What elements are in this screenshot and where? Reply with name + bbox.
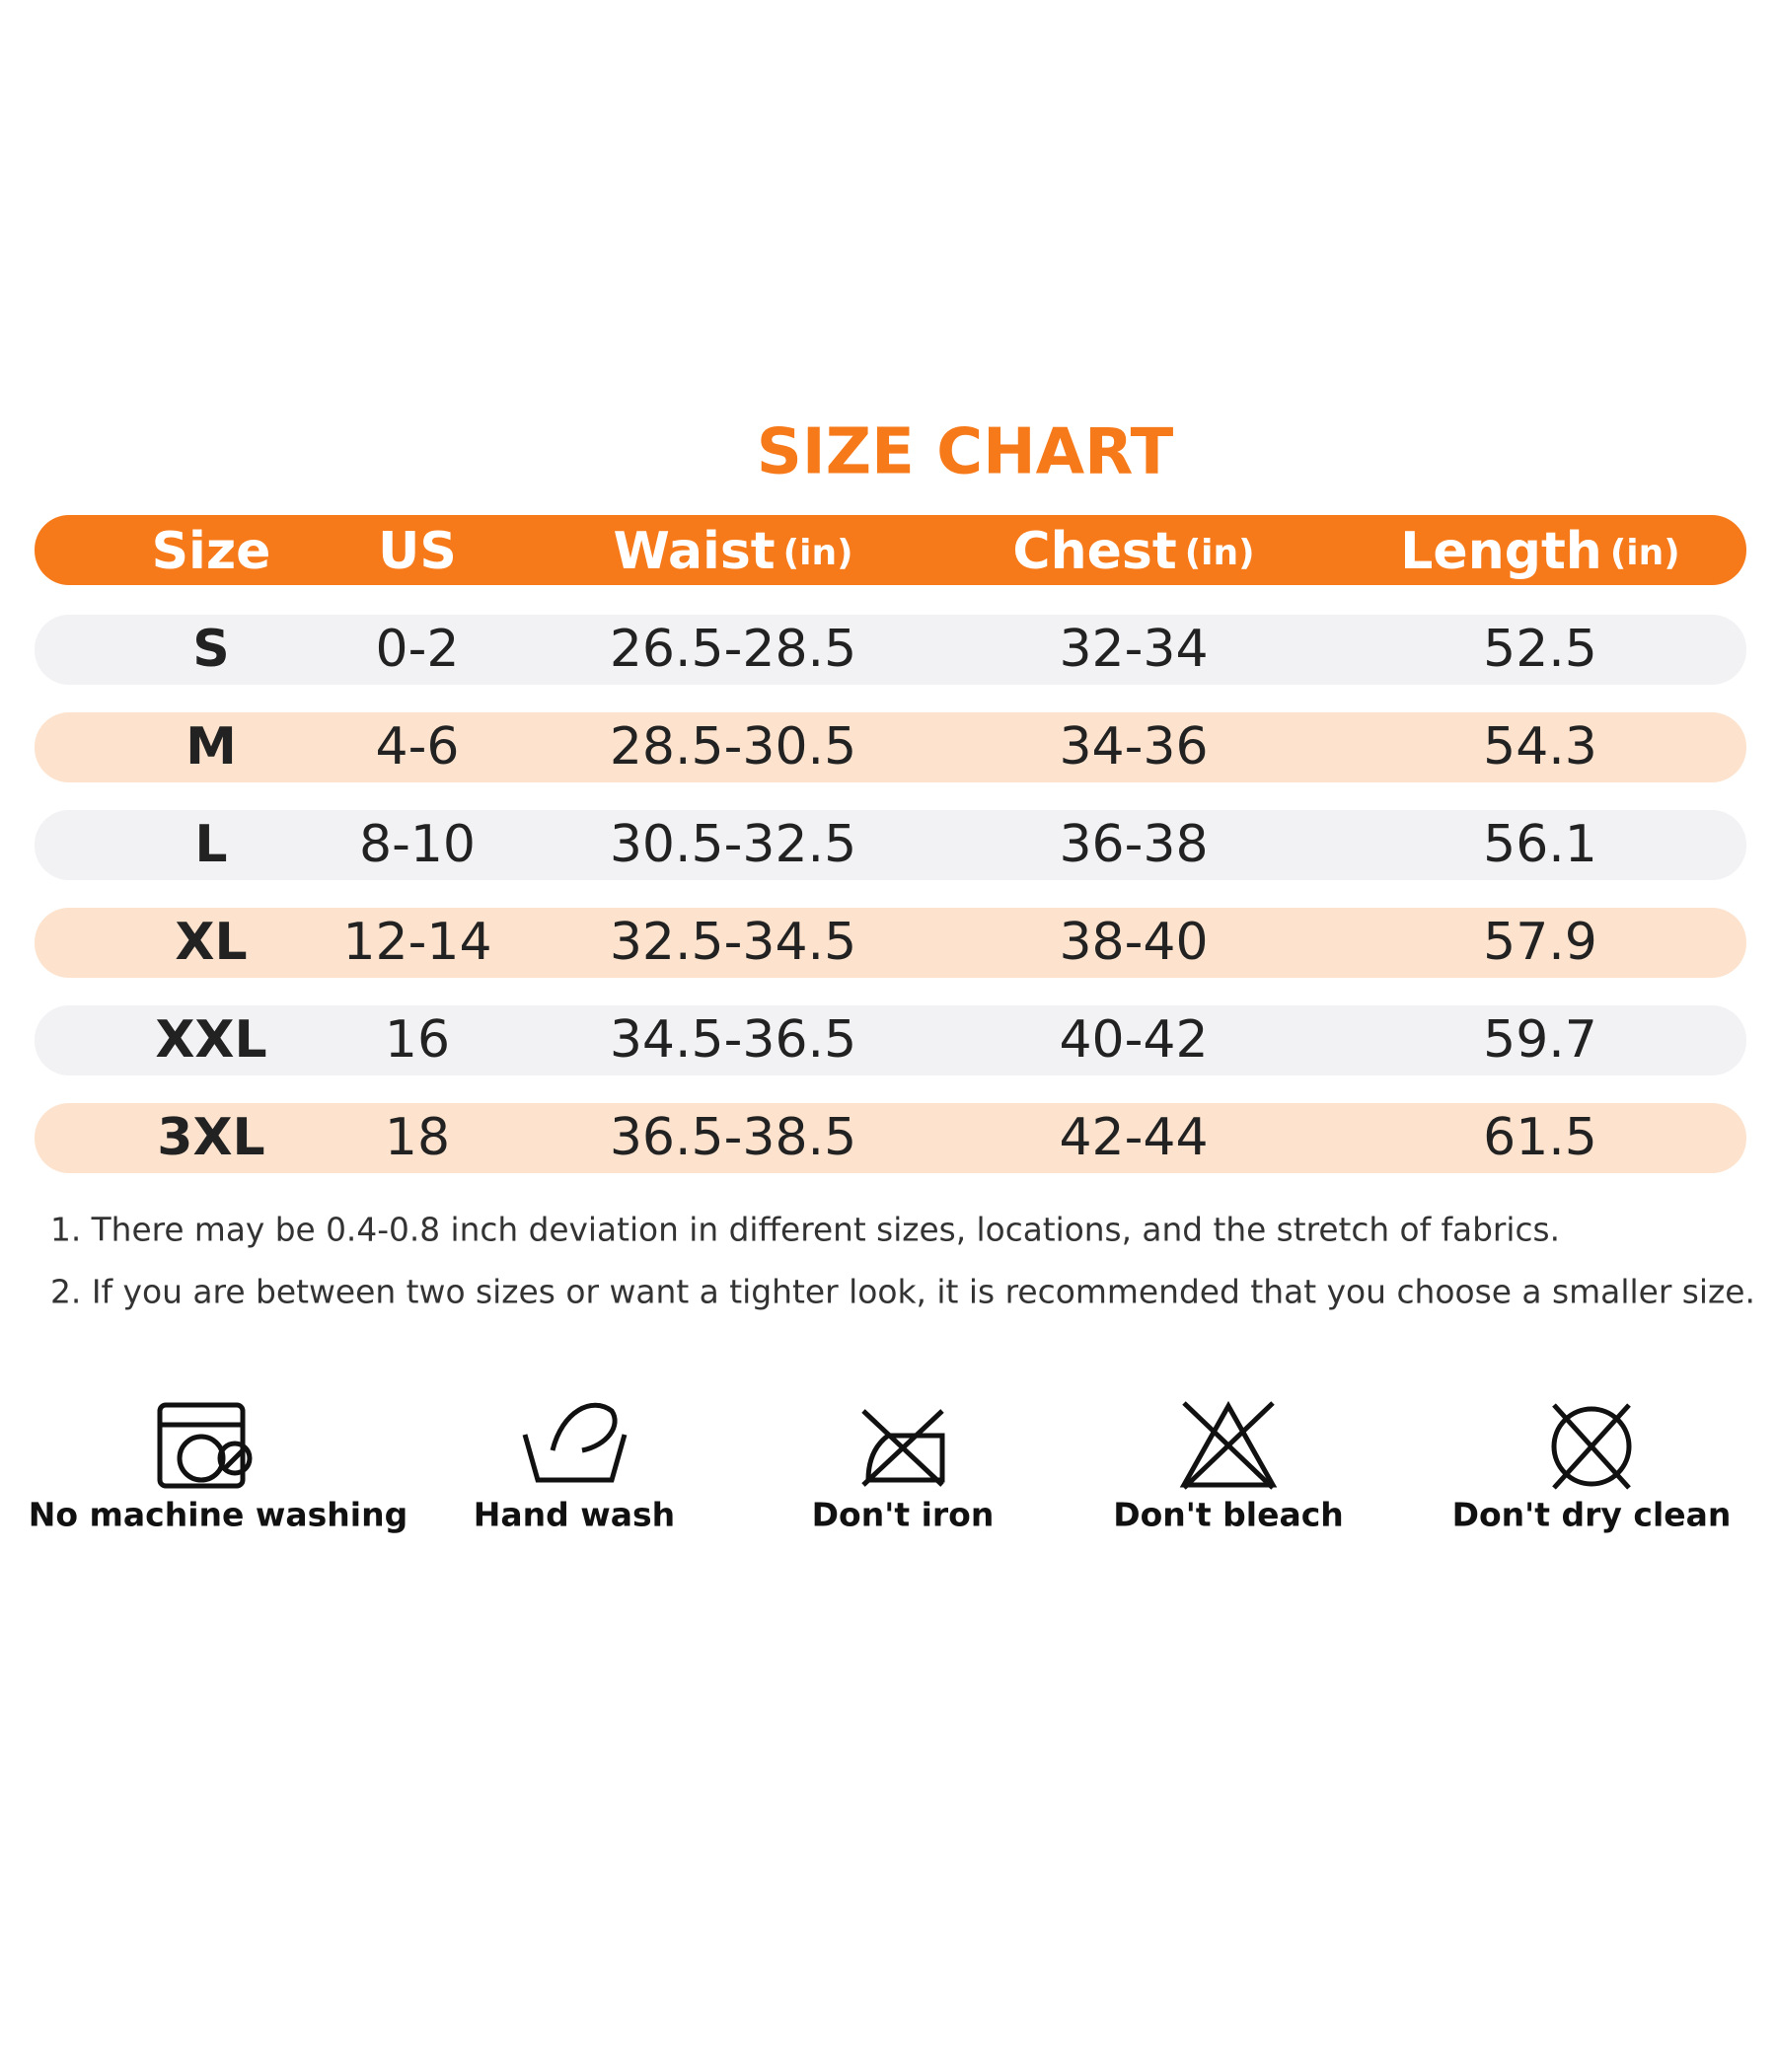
column-header: Size <box>152 522 271 581</box>
no-dry-clean-icon <box>1551 1403 1632 1490</box>
cell: 54.3 <box>1483 717 1597 777</box>
column-header: Chest (in) <box>1012 522 1254 581</box>
cell: 61.5 <box>1483 1108 1597 1167</box>
care-label: No machine washing <box>29 1496 407 1534</box>
row-background <box>35 1005 1746 1075</box>
cell: 32.5-34.5 <box>610 913 856 972</box>
no-bleach-icon <box>1179 1400 1278 1490</box>
cell: 18 <box>385 1108 450 1167</box>
cell: 30.5-32.5 <box>610 815 856 874</box>
cell: L <box>194 815 227 874</box>
cell: M <box>185 717 237 777</box>
cell: 4-6 <box>376 717 460 777</box>
title: SIZE CHART <box>757 416 1174 489</box>
row-background <box>35 615 1746 685</box>
machine-wash-icon <box>157 1402 253 1489</box>
column-label: Chest <box>1012 522 1176 581</box>
cell: 52.5 <box>1483 620 1597 679</box>
header-bar <box>35 515 1746 585</box>
care-icons <box>157 1400 1632 1490</box>
row-background <box>35 1103 1746 1173</box>
cell: S <box>192 620 229 679</box>
cell: 8-10 <box>359 815 476 874</box>
care-label: Hand wash <box>474 1496 675 1534</box>
column-unit: (in) <box>1185 533 1255 573</box>
cell: 40-42 <box>1059 1010 1208 1070</box>
row-background <box>35 908 1746 978</box>
column-header: US <box>378 522 457 581</box>
cell: 36.5-38.5 <box>610 1108 856 1167</box>
column-label: Waist <box>613 522 775 581</box>
cell: XXL <box>155 1010 266 1070</box>
column-label: Length <box>1400 522 1602 581</box>
cell: 59.7 <box>1483 1010 1597 1070</box>
column-unit: (in) <box>1610 533 1680 573</box>
column-label: US <box>378 522 457 581</box>
column-header: Length (in) <box>1400 522 1679 581</box>
cell: 34.5-36.5 <box>610 1010 856 1070</box>
cell: 32-34 <box>1059 620 1208 679</box>
care-label: Don't bleach <box>1113 1496 1344 1534</box>
cell: 16 <box>385 1010 450 1070</box>
cell: 28.5-30.5 <box>610 717 856 777</box>
cell: 12-14 <box>342 913 491 972</box>
cell: 38-40 <box>1059 913 1208 972</box>
row-background <box>35 810 1746 880</box>
column-unit: (in) <box>783 533 853 573</box>
cell: 42-44 <box>1059 1108 1208 1167</box>
cell: 26.5-28.5 <box>610 620 856 679</box>
column-header: Waist (in) <box>613 522 852 581</box>
note: 2. If you are between two sizes or want … <box>50 1273 1755 1311</box>
note: 1. There may be 0.4-0.8 inch deviation i… <box>50 1211 1560 1249</box>
cell: XL <box>175 913 247 972</box>
no-iron-icon <box>861 1409 945 1487</box>
care-label: Don't iron <box>812 1496 995 1534</box>
cell: 57.9 <box>1483 913 1597 972</box>
cell: 3XL <box>157 1108 264 1167</box>
column-label: Size <box>152 522 271 581</box>
hand-wash-icon <box>522 1402 628 1483</box>
care-label: Don't dry clean <box>1452 1496 1732 1534</box>
row-background <box>35 712 1746 782</box>
cell: 0-2 <box>376 620 460 679</box>
cell: 34-36 <box>1059 717 1208 777</box>
cell: 56.1 <box>1483 815 1597 874</box>
cell: 36-38 <box>1059 815 1208 874</box>
